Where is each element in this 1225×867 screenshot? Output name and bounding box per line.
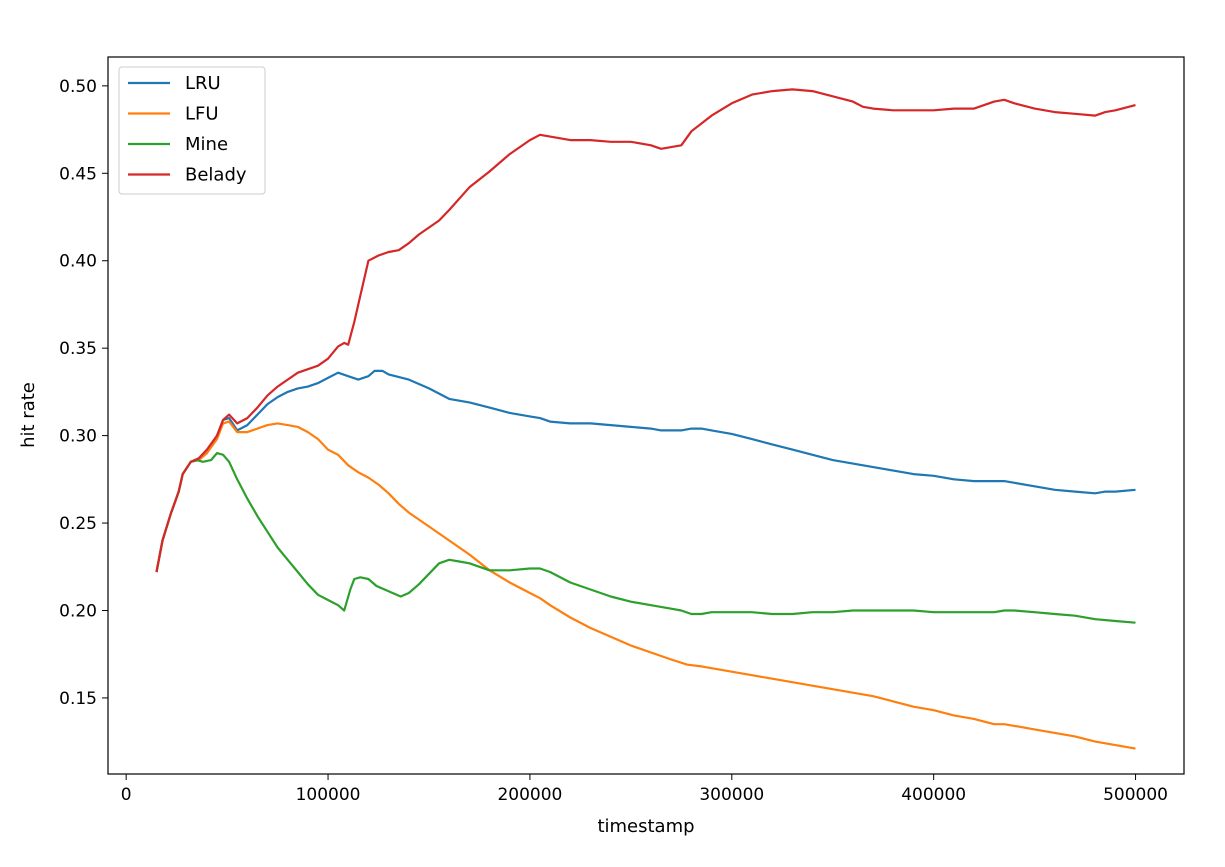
y-tick-label: 0.40 bbox=[59, 252, 97, 272]
y-tick-label: 0.30 bbox=[59, 427, 97, 447]
legend-label-lru: LRU bbox=[185, 73, 221, 94]
plot-frame bbox=[107, 56, 1185, 775]
series-line-lfu bbox=[155, 420, 1136, 750]
series-line-lru bbox=[155, 369, 1136, 573]
x-tick-label: 400000 bbox=[901, 785, 966, 805]
y-tick-label: 0.20 bbox=[59, 601, 97, 621]
x-tick-label: 300000 bbox=[699, 785, 764, 805]
x-tick-label: 200000 bbox=[497, 785, 562, 805]
x-tick-label: 100000 bbox=[296, 785, 361, 805]
series-line-mine bbox=[155, 452, 1136, 624]
y-tick-label: 0.50 bbox=[59, 77, 97, 97]
y-tick-label: 0.45 bbox=[59, 164, 97, 184]
legend-box bbox=[118, 66, 266, 195]
x-axis-label: timestamp bbox=[597, 816, 694, 837]
y-axis-label: hit rate bbox=[18, 382, 39, 448]
y-tick-label: 0.15 bbox=[59, 689, 97, 709]
legend-label-mine: Mine bbox=[185, 134, 228, 155]
legend-label-belady: Belady bbox=[185, 165, 247, 186]
y-tick-label: 0.25 bbox=[59, 514, 97, 534]
legend: LRU LFU Mine Belady bbox=[118, 66, 266, 195]
ticks-layer: 0 100000 200000 300000 400000 500000 0.15 0.20 0… bbox=[59, 77, 1168, 805]
series-layer bbox=[155, 88, 1136, 750]
x-tick-label: 500000 bbox=[1103, 785, 1168, 805]
x-tick-label: 0 bbox=[121, 785, 132, 805]
series-line-belady bbox=[155, 88, 1136, 573]
legend-label-lfu: LFU bbox=[185, 104, 219, 125]
y-tick-label: 0.35 bbox=[59, 339, 97, 359]
